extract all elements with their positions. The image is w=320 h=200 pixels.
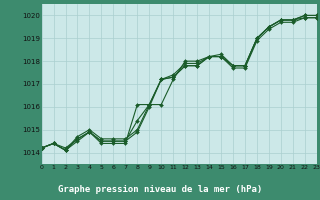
- Text: Graphe pression niveau de la mer (hPa): Graphe pression niveau de la mer (hPa): [58, 186, 262, 194]
